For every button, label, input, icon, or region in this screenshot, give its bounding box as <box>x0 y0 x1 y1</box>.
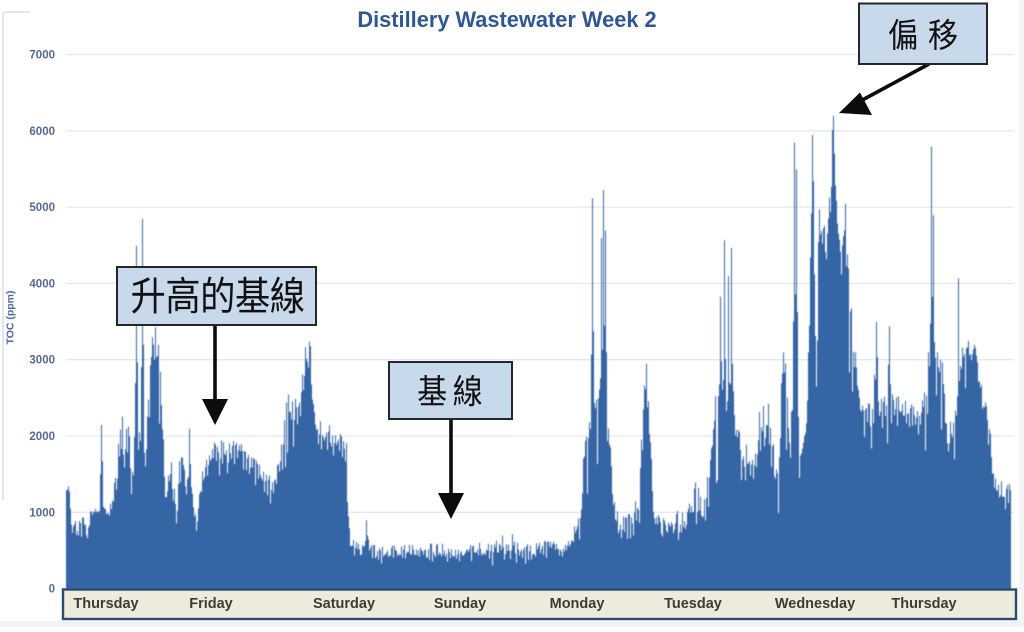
svg-text:Monday: Monday <box>550 596 605 612</box>
svg-text:Friday: Friday <box>189 596 233 612</box>
svg-text:Tuesday: Tuesday <box>664 596 722 612</box>
svg-text:2000: 2000 <box>29 431 55 443</box>
svg-text:5000: 5000 <box>29 202 55 214</box>
svg-text:Distillery Wastewater Week 2: Distillery Wastewater Week 2 <box>357 7 656 32</box>
svg-text:4000: 4000 <box>29 278 55 290</box>
svg-text:Sunday: Sunday <box>434 596 486 612</box>
svg-text:Wednesday: Wednesday <box>775 596 855 612</box>
svg-text:TOC (ppm): TOC (ppm) <box>5 290 17 344</box>
svg-text:Thursday: Thursday <box>891 596 956 612</box>
svg-text:1000: 1000 <box>29 507 55 519</box>
svg-text:Saturday: Saturday <box>313 596 375 612</box>
svg-text:6000: 6000 <box>29 126 55 138</box>
svg-text:0: 0 <box>49 584 55 596</box>
svg-text:3000: 3000 <box>29 355 55 367</box>
svg-text:Thursday: Thursday <box>73 596 138 612</box>
svg-text:7000: 7000 <box>29 50 55 62</box>
